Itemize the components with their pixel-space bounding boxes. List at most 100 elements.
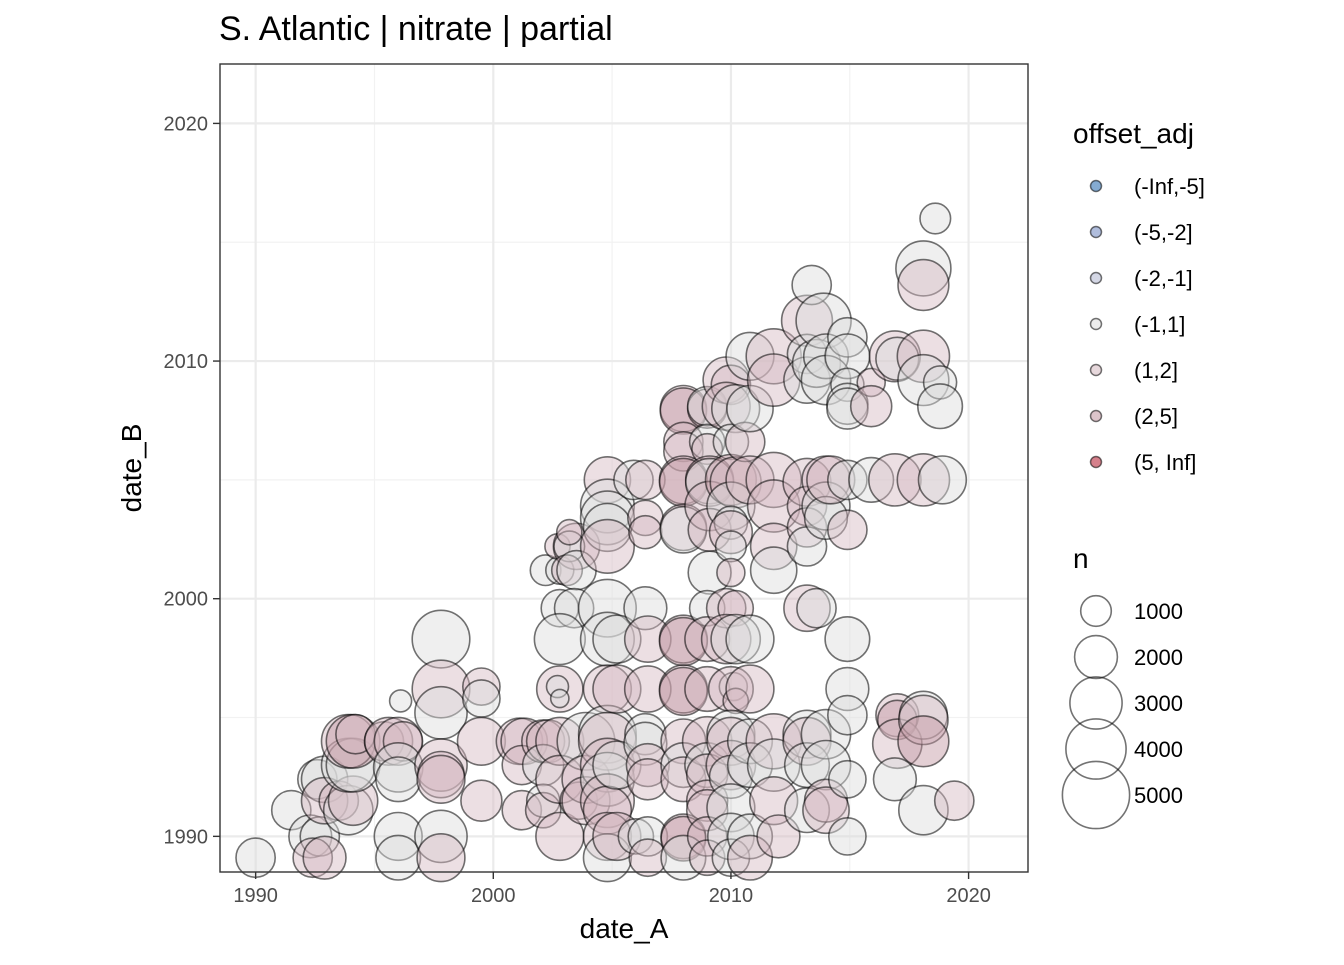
data-point bbox=[623, 615, 672, 664]
data-point bbox=[726, 741, 774, 789]
data-point bbox=[706, 783, 756, 833]
data-point bbox=[579, 751, 636, 807]
data-point bbox=[411, 659, 471, 719]
data-point bbox=[577, 711, 638, 771]
data-point bbox=[746, 479, 801, 533]
x-tick-label: 2020 bbox=[946, 885, 991, 907]
data-point bbox=[826, 387, 869, 430]
data-point bbox=[716, 557, 746, 588]
x-tick-label: 2010 bbox=[709, 885, 754, 907]
data-point bbox=[708, 510, 754, 555]
legend-color-key bbox=[1089, 179, 1103, 193]
data-point bbox=[724, 421, 766, 463]
data-point bbox=[460, 779, 503, 823]
panel-border bbox=[219, 63, 1029, 873]
data-point bbox=[710, 613, 762, 665]
data-point bbox=[579, 737, 636, 793]
data-point bbox=[388, 689, 413, 713]
data-point bbox=[550, 554, 584, 587]
data-point bbox=[803, 495, 849, 541]
legend-size-title: n bbox=[1073, 543, 1089, 574]
data-point bbox=[626, 757, 670, 801]
data-point bbox=[500, 717, 549, 766]
data-point bbox=[800, 354, 852, 406]
data-point bbox=[545, 674, 570, 699]
legend-color-label: (5, Inf] bbox=[1134, 450, 1196, 475]
data-point bbox=[685, 779, 729, 823]
data-point bbox=[827, 316, 868, 358]
data-point bbox=[824, 615, 871, 663]
data-point bbox=[919, 202, 952, 235]
data-point bbox=[625, 459, 666, 501]
data-point bbox=[456, 716, 507, 766]
data-point bbox=[372, 742, 424, 793]
x-tick-label: 2000 bbox=[471, 885, 516, 907]
data-point bbox=[414, 738, 468, 793]
data-point bbox=[533, 612, 586, 666]
data-point bbox=[461, 679, 501, 718]
data-point bbox=[806, 455, 856, 505]
data-point bbox=[917, 455, 968, 505]
points-layer bbox=[235, 202, 975, 883]
legend-size-key bbox=[1069, 676, 1123, 730]
data-point bbox=[561, 754, 611, 804]
data-point bbox=[579, 518, 636, 575]
data-point bbox=[375, 834, 422, 881]
data-point bbox=[577, 704, 638, 764]
legend-size-key bbox=[1079, 594, 1113, 628]
data-point bbox=[613, 459, 654, 501]
data-point bbox=[748, 775, 799, 826]
data-point bbox=[872, 757, 918, 802]
data-point bbox=[501, 789, 543, 831]
data-point bbox=[658, 666, 709, 717]
data-point bbox=[796, 587, 837, 629]
data-point bbox=[414, 809, 468, 864]
data-point bbox=[373, 811, 423, 862]
data-point bbox=[375, 756, 422, 803]
data-point bbox=[322, 784, 374, 836]
data-point bbox=[783, 584, 831, 633]
legend-size-label: 3000 bbox=[1134, 691, 1183, 716]
data-point bbox=[302, 835, 347, 880]
data-point bbox=[660, 815, 707, 862]
legend-size-label: 1000 bbox=[1134, 599, 1183, 624]
data-point bbox=[714, 530, 748, 563]
data-point bbox=[592, 811, 642, 862]
data-point bbox=[684, 615, 731, 663]
data-point bbox=[749, 546, 798, 595]
data-point bbox=[710, 383, 761, 434]
legend-color-key bbox=[1089, 225, 1103, 239]
data-point bbox=[746, 738, 801, 793]
legend-size-label: 4000 bbox=[1134, 737, 1183, 762]
data-point bbox=[933, 780, 975, 822]
data-point bbox=[801, 481, 851, 531]
data-point bbox=[875, 692, 920, 738]
legend-offset-adj: offset_adj (-Inf,-5] (-5,-2] (-2,-1] (-1,1]… bbox=[1073, 118, 1205, 475]
data-point bbox=[745, 327, 803, 385]
data-point bbox=[897, 258, 950, 312]
data-point bbox=[895, 240, 952, 297]
data-point bbox=[659, 387, 708, 435]
data-point bbox=[786, 333, 828, 375]
x-axis-title: date_A bbox=[580, 913, 669, 944]
data-point bbox=[828, 817, 867, 856]
data-point bbox=[623, 585, 668, 631]
data-point bbox=[713, 505, 749, 541]
axes: 1990 2000 2010 2020 1990 2000 2010 2020 bbox=[164, 113, 991, 907]
y-axis-title: date_B bbox=[116, 424, 147, 513]
data-point bbox=[712, 423, 750, 461]
legend-color-label: (-2,-1] bbox=[1134, 266, 1193, 291]
data-point bbox=[717, 589, 755, 627]
y-tick-label: 2000 bbox=[164, 589, 209, 611]
data-point bbox=[706, 709, 756, 759]
data-point bbox=[795, 292, 852, 350]
legend-color-key bbox=[1089, 363, 1103, 377]
data-point bbox=[849, 384, 893, 428]
data-point bbox=[292, 837, 334, 879]
legend-size-label: 5000 bbox=[1134, 783, 1183, 808]
data-point bbox=[579, 773, 636, 829]
legend-color-label: (-5,-2] bbox=[1134, 220, 1193, 245]
y-tick-label: 1990 bbox=[164, 826, 209, 848]
data-point bbox=[726, 718, 774, 765]
